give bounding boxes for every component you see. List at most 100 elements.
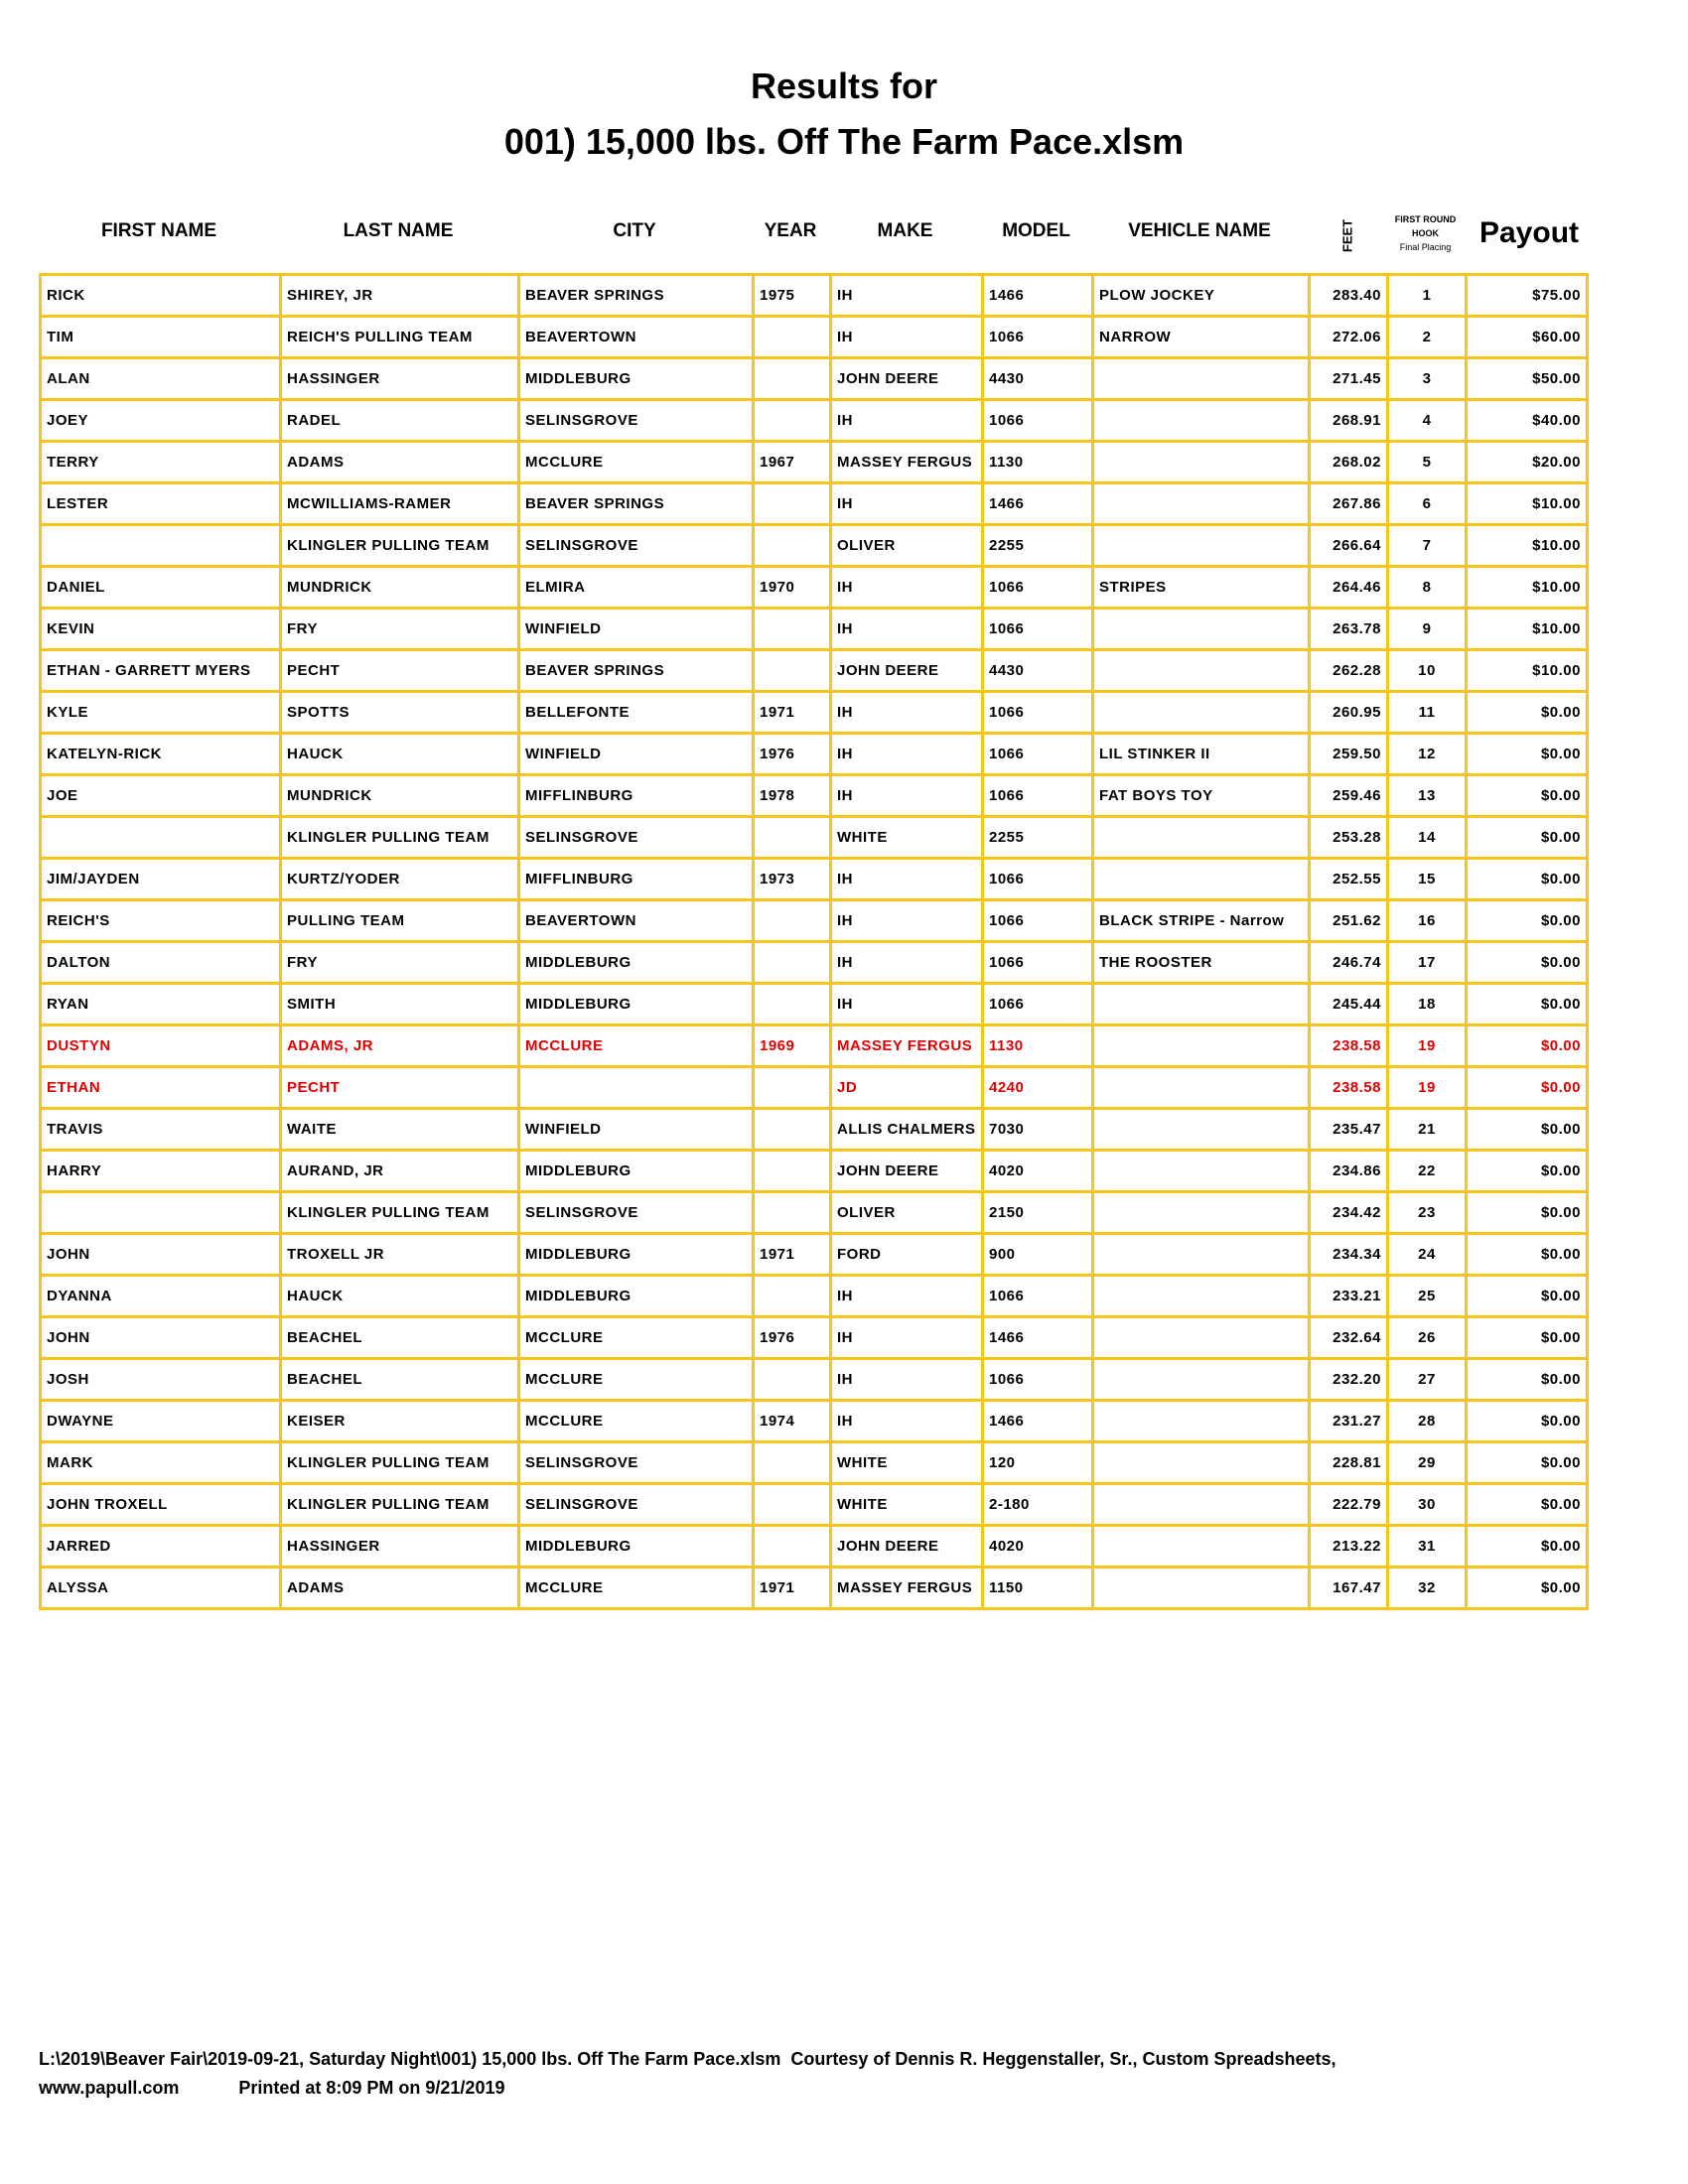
last-name-cell: HAUCK bbox=[279, 732, 520, 776]
feet-cell: 232.20 bbox=[1308, 1357, 1389, 1402]
model-cell: 1066 bbox=[981, 732, 1094, 776]
feet-cell: 263.78 bbox=[1308, 607, 1389, 651]
city-cell: SELINSGROVE bbox=[517, 523, 755, 568]
placing-cell: 2 bbox=[1386, 315, 1468, 359]
make-cell: IH bbox=[829, 857, 984, 901]
last-name-cell: KLINGLER PULLING TEAM bbox=[279, 523, 520, 568]
payout-cell: $40.00 bbox=[1465, 398, 1589, 443]
make-cell: IH bbox=[829, 898, 984, 943]
placing-cell: 4 bbox=[1386, 398, 1468, 443]
make-cell: IH bbox=[829, 398, 984, 443]
vehicle-name-cell: FAT BOYS TOY bbox=[1091, 773, 1311, 818]
feet-cell: 234.42 bbox=[1308, 1190, 1389, 1235]
vehicle-name-cell bbox=[1091, 1315, 1311, 1360]
vehicle-name-cell bbox=[1091, 1065, 1311, 1110]
year-cell bbox=[752, 1274, 832, 1318]
last-name-cell: MCWILLIAMS-RAMER bbox=[279, 481, 520, 526]
placing-cell: 22 bbox=[1386, 1149, 1468, 1193]
first-name-cell: KEVIN bbox=[39, 607, 282, 651]
header-city: CITY bbox=[613, 220, 656, 241]
first-name-cell: JOE bbox=[39, 773, 282, 818]
feet-cell: 238.58 bbox=[1308, 1065, 1389, 1110]
table-row: TIM REICH'S PULLING TEAM BEAVERTOWN IH 1066 N… bbox=[39, 315, 1589, 359]
vehicle-name-cell bbox=[1091, 1357, 1311, 1402]
payout-cell: $0.00 bbox=[1465, 1399, 1589, 1443]
first-name-cell: MARK bbox=[39, 1440, 282, 1485]
model-cell: 1066 bbox=[981, 898, 1094, 943]
feet-cell: 260.95 bbox=[1308, 690, 1389, 735]
placing-cell: 5 bbox=[1386, 440, 1468, 484]
make-cell: IH bbox=[829, 1315, 984, 1360]
year-cell: 1970 bbox=[752, 565, 832, 610]
city-cell: MCCLURE bbox=[517, 1566, 755, 1610]
model-cell: 4430 bbox=[981, 356, 1094, 401]
feet-cell: 262.28 bbox=[1308, 648, 1389, 693]
feet-cell: 268.02 bbox=[1308, 440, 1389, 484]
year-cell bbox=[752, 1482, 832, 1527]
placing-cell: 14 bbox=[1386, 815, 1468, 860]
make-cell: OLIVER bbox=[829, 523, 984, 568]
last-name-cell: KLINGLER PULLING TEAM bbox=[279, 815, 520, 860]
feet-cell: 268.91 bbox=[1308, 398, 1389, 443]
first-name-cell: KATELYN-RICK bbox=[39, 732, 282, 776]
last-name-cell: SHIREY, JR bbox=[279, 273, 520, 318]
make-cell: FORD bbox=[829, 1232, 984, 1277]
vehicle-name-cell: NARROW bbox=[1091, 315, 1311, 359]
city-cell: MIDDLEBURG bbox=[517, 982, 755, 1026]
footer-file-path: L:\2019\Beaver Fair\2019-09-21, Saturday… bbox=[39, 2049, 1336, 2069]
last-name-cell: PECHT bbox=[279, 1065, 520, 1110]
first-name-cell: LESTER bbox=[39, 481, 282, 526]
vehicle-name-cell bbox=[1091, 398, 1311, 443]
table-row: DALTON FRY MIDDLEBURG IH 1066 THE ROOSTER 246.… bbox=[39, 940, 1589, 985]
last-name-cell: PECHT bbox=[279, 648, 520, 693]
make-cell: OLIVER bbox=[829, 1190, 984, 1235]
last-name-cell: KLINGLER PULLING TEAM bbox=[279, 1440, 520, 1485]
first-name-cell: DALTON bbox=[39, 940, 282, 985]
city-cell: BEAVER SPRINGS bbox=[517, 648, 755, 693]
city-cell: MIDDLEBURG bbox=[517, 1274, 755, 1318]
city-cell: SELINSGROVE bbox=[517, 815, 755, 860]
placing-cell: 12 bbox=[1386, 732, 1468, 776]
feet-cell: 167.47 bbox=[1308, 1566, 1389, 1610]
city-cell: SELINSGROVE bbox=[517, 1440, 755, 1485]
header-make: MAKE bbox=[877, 220, 933, 241]
year-cell bbox=[752, 1190, 832, 1235]
city-cell: ELMIRA bbox=[517, 565, 755, 610]
city-cell: SELINSGROVE bbox=[517, 1190, 755, 1235]
model-cell: 1066 bbox=[981, 857, 1094, 901]
feet-cell: 233.21 bbox=[1308, 1274, 1389, 1318]
payout-cell: $0.00 bbox=[1465, 732, 1589, 776]
model-cell: 4020 bbox=[981, 1149, 1094, 1193]
feet-cell: 222.79 bbox=[1308, 1482, 1389, 1527]
model-cell: 1066 bbox=[981, 940, 1094, 985]
placing-cell: 24 bbox=[1386, 1232, 1468, 1277]
model-cell: 1466 bbox=[981, 1315, 1094, 1360]
last-name-cell: MUNDRICK bbox=[279, 773, 520, 818]
vehicle-name-cell: STRIPES bbox=[1091, 565, 1311, 610]
year-cell: 1976 bbox=[752, 732, 832, 776]
table-row: RYAN SMITH MIDDLEBURG IH 1066 245.44 18 $0.00 bbox=[39, 982, 1589, 1026]
placing-cell: 11 bbox=[1386, 690, 1468, 735]
first-name-cell: TRAVIS bbox=[39, 1107, 282, 1152]
first-name-cell bbox=[39, 1190, 282, 1235]
feet-cell: 259.50 bbox=[1308, 732, 1389, 776]
make-cell: JD bbox=[829, 1065, 984, 1110]
payout-cell: $0.00 bbox=[1465, 1566, 1589, 1610]
first-name-cell: ETHAN - GARRETT MYERS bbox=[39, 648, 282, 693]
payout-cell: $10.00 bbox=[1465, 523, 1589, 568]
placing-cell: 9 bbox=[1386, 607, 1468, 651]
city-cell: WINFIELD bbox=[517, 732, 755, 776]
city-cell: SELINSGROVE bbox=[517, 1482, 755, 1527]
year-cell: 1967 bbox=[752, 440, 832, 484]
last-name-cell: BEACHEL bbox=[279, 1357, 520, 1402]
vehicle-name-cell bbox=[1091, 1440, 1311, 1485]
model-cell: 2150 bbox=[981, 1190, 1094, 1235]
header-payout: Payout bbox=[1478, 216, 1580, 249]
last-name-cell: BEACHEL bbox=[279, 1315, 520, 1360]
feet-cell: 228.81 bbox=[1308, 1440, 1389, 1485]
table-row: ETHAN - GARRETT MYERS PECHT BEAVER SPRINGS… bbox=[39, 648, 1589, 693]
first-name-cell: JOHN bbox=[39, 1315, 282, 1360]
model-cell: 1150 bbox=[981, 1566, 1094, 1610]
placing-cell: 32 bbox=[1386, 1566, 1468, 1610]
first-name-cell: JARRED bbox=[39, 1524, 282, 1569]
